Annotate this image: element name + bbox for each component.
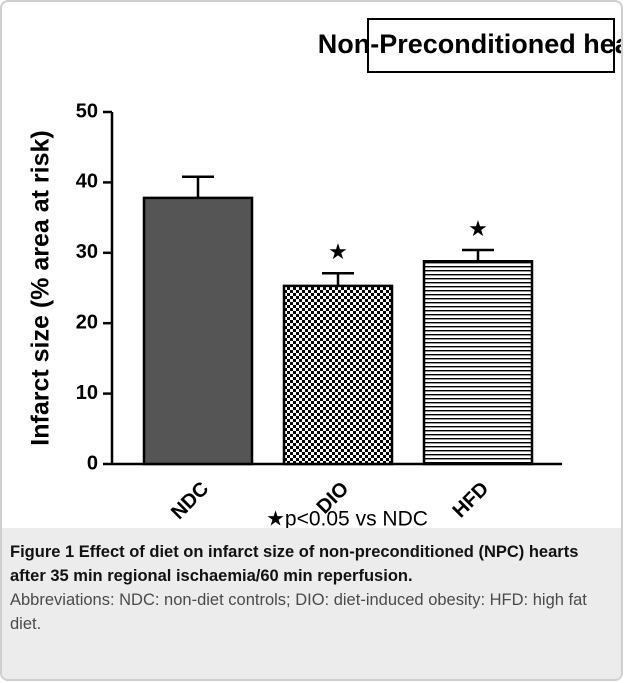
- error-bar: [462, 248, 494, 262]
- significance-marker: ★: [468, 216, 488, 241]
- error-bar: [322, 271, 354, 286]
- annotation: ★p<0.05 vs NDC: [266, 508, 428, 528]
- significance-marker: ★: [328, 239, 348, 264]
- bar: [282, 284, 394, 466]
- chart-title: Non-Preconditioned hearts: [318, 29, 621, 59]
- y-axis-label: Infarct size (% area at risk): [27, 130, 55, 445]
- y-tick-label: 50: [76, 100, 98, 122]
- caption-label: Figure 1: [10, 543, 75, 561]
- title-box: [367, 18, 615, 73]
- y-tick-label: 20: [76, 311, 98, 333]
- y-tick-label: 30: [76, 241, 98, 263]
- caption: Figure 1 Effect of diet on infarct size …: [2, 528, 621, 679]
- y-tick-label: 10: [76, 382, 98, 404]
- y-tick-label: 0: [87, 452, 98, 474]
- x-tick-label: HFD: [449, 478, 494, 523]
- error-bar: [182, 175, 214, 198]
- caption-title: Effect of diet on infarct size of non-pr…: [10, 543, 579, 585]
- bar: [422, 259, 534, 466]
- caption-text: Abbreviations: NDC: non-diet controls; D…: [10, 591, 587, 633]
- chart: Non-Preconditioned hearts Infarct size (…: [27, 18, 621, 528]
- y-tick-label: 40: [76, 171, 98, 193]
- bar: [142, 196, 254, 466]
- x-tick-label: NDC: [167, 478, 213, 524]
